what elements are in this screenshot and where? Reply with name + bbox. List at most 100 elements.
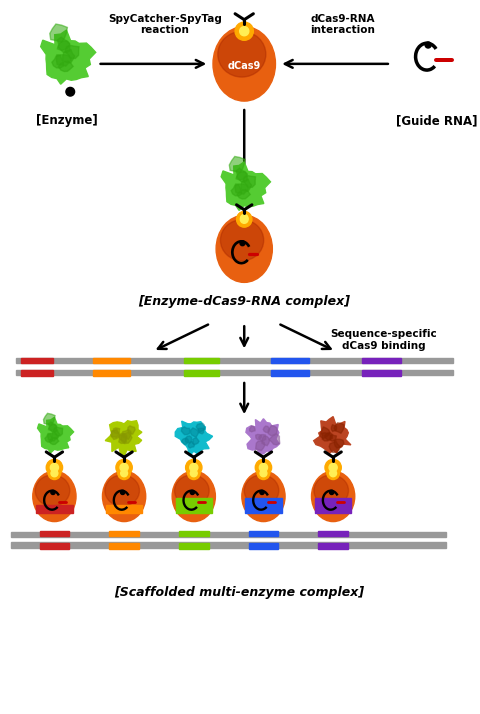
Polygon shape bbox=[235, 184, 249, 194]
Polygon shape bbox=[105, 421, 142, 456]
Polygon shape bbox=[121, 432, 132, 443]
Circle shape bbox=[260, 470, 267, 477]
Circle shape bbox=[51, 470, 58, 477]
Circle shape bbox=[235, 22, 253, 40]
Polygon shape bbox=[314, 416, 351, 453]
Circle shape bbox=[191, 470, 197, 477]
Bar bbox=[249, 543, 278, 548]
Polygon shape bbox=[241, 179, 252, 191]
Bar bbox=[106, 505, 143, 513]
Polygon shape bbox=[324, 433, 333, 440]
Circle shape bbox=[188, 467, 200, 480]
Polygon shape bbox=[243, 176, 255, 187]
Polygon shape bbox=[259, 435, 266, 441]
Ellipse shape bbox=[172, 471, 216, 522]
Text: [Enzyme-dCas9-RNA complex]: [Enzyme-dCas9-RNA complex] bbox=[138, 295, 350, 308]
Bar bbox=[21, 358, 53, 363]
Bar bbox=[11, 542, 446, 548]
Polygon shape bbox=[256, 441, 265, 451]
Bar bbox=[245, 505, 282, 513]
Circle shape bbox=[120, 491, 125, 495]
Circle shape bbox=[257, 467, 270, 480]
Polygon shape bbox=[111, 431, 120, 440]
Polygon shape bbox=[188, 441, 194, 448]
Polygon shape bbox=[48, 433, 58, 441]
Circle shape bbox=[50, 463, 59, 472]
Polygon shape bbox=[268, 426, 277, 436]
Bar bbox=[16, 358, 453, 363]
Polygon shape bbox=[329, 441, 340, 453]
Circle shape bbox=[330, 470, 336, 477]
Polygon shape bbox=[196, 423, 204, 432]
Bar bbox=[93, 358, 131, 363]
Bar bbox=[36, 505, 72, 513]
Polygon shape bbox=[111, 429, 119, 438]
Circle shape bbox=[329, 463, 337, 472]
Text: [Guide RNA]: [Guide RNA] bbox=[396, 114, 477, 127]
Bar bbox=[16, 370, 453, 375]
Circle shape bbox=[330, 491, 334, 495]
Circle shape bbox=[325, 459, 341, 476]
Polygon shape bbox=[41, 30, 96, 84]
Polygon shape bbox=[250, 426, 255, 432]
Circle shape bbox=[116, 459, 132, 476]
Bar bbox=[179, 531, 209, 536]
Polygon shape bbox=[193, 438, 199, 445]
Polygon shape bbox=[262, 436, 270, 446]
Ellipse shape bbox=[312, 471, 355, 522]
Bar bbox=[109, 531, 139, 536]
Bar bbox=[93, 371, 131, 376]
Ellipse shape bbox=[216, 216, 272, 283]
Polygon shape bbox=[59, 61, 73, 71]
Polygon shape bbox=[331, 425, 336, 431]
Circle shape bbox=[237, 212, 252, 227]
Polygon shape bbox=[181, 427, 190, 435]
Text: dCas9-RNA
interaction: dCas9-RNA interaction bbox=[310, 14, 375, 35]
Text: Sequence-specific
dCas9 binding: Sequence-specific dCas9 binding bbox=[330, 329, 437, 351]
Bar bbox=[271, 358, 309, 363]
Circle shape bbox=[118, 467, 131, 480]
Text: [Scaffolded multi-enzyme complex]: [Scaffolded multi-enzyme complex] bbox=[114, 586, 364, 599]
Circle shape bbox=[48, 467, 60, 480]
Circle shape bbox=[327, 467, 339, 480]
Bar bbox=[11, 532, 446, 537]
Polygon shape bbox=[128, 426, 135, 434]
Polygon shape bbox=[49, 438, 59, 445]
Polygon shape bbox=[119, 433, 127, 442]
Bar bbox=[184, 371, 219, 376]
Ellipse shape bbox=[314, 475, 348, 506]
Circle shape bbox=[240, 214, 248, 222]
Bar bbox=[176, 505, 212, 513]
Polygon shape bbox=[322, 433, 332, 441]
Circle shape bbox=[51, 491, 55, 495]
Text: dCas9: dCas9 bbox=[228, 61, 261, 71]
Bar bbox=[249, 531, 278, 536]
Circle shape bbox=[255, 459, 272, 476]
Polygon shape bbox=[113, 428, 120, 433]
Circle shape bbox=[190, 491, 194, 495]
Polygon shape bbox=[221, 162, 271, 211]
Text: [Enzyme]: [Enzyme] bbox=[36, 114, 97, 127]
Circle shape bbox=[425, 42, 431, 48]
Bar bbox=[39, 543, 69, 548]
Polygon shape bbox=[49, 424, 57, 432]
Polygon shape bbox=[256, 434, 262, 440]
Circle shape bbox=[46, 459, 62, 476]
Ellipse shape bbox=[244, 475, 279, 506]
Ellipse shape bbox=[102, 471, 146, 522]
Ellipse shape bbox=[105, 475, 140, 506]
Polygon shape bbox=[237, 171, 247, 182]
Polygon shape bbox=[54, 428, 62, 436]
Polygon shape bbox=[191, 428, 199, 437]
Polygon shape bbox=[58, 37, 70, 51]
Ellipse shape bbox=[213, 26, 276, 101]
Bar bbox=[245, 498, 282, 505]
Ellipse shape bbox=[33, 471, 76, 522]
Ellipse shape bbox=[175, 475, 209, 506]
Circle shape bbox=[240, 26, 249, 36]
Polygon shape bbox=[119, 435, 126, 443]
Polygon shape bbox=[236, 169, 247, 180]
Polygon shape bbox=[237, 189, 250, 199]
Polygon shape bbox=[52, 430, 60, 439]
Ellipse shape bbox=[218, 31, 266, 77]
